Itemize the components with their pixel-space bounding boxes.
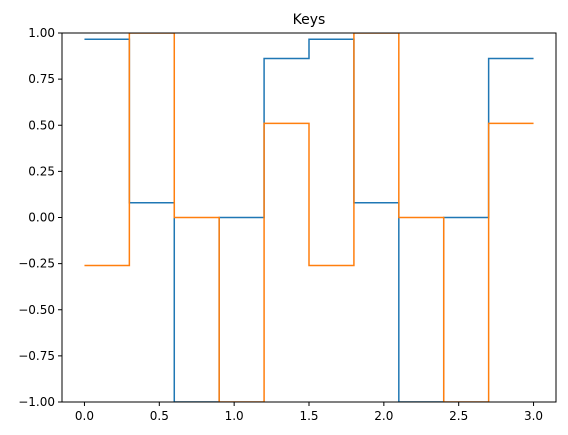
x-tick-label: 3.0 (524, 409, 543, 423)
y-tick-label: 0.50 (28, 118, 55, 132)
x-tick-label: 2.5 (449, 409, 468, 423)
y-tick-label: −0.75 (18, 349, 55, 363)
y-tick-label: 1.00 (28, 26, 55, 40)
y-tick-label: −0.50 (18, 303, 55, 317)
y-tick-label: −0.25 (18, 257, 55, 271)
x-axis: 0.0 0.5 1.0 1.5 2.0 2.5 3.0 (75, 402, 543, 423)
y-tick-label: −1.00 (18, 395, 55, 409)
x-tick-label: 0.0 (75, 409, 94, 423)
plot-area (84, 33, 534, 402)
x-tick-label: 2.0 (374, 409, 393, 423)
x-tick-label: 1.0 (225, 409, 244, 423)
y-axis: −1.00 −0.75 −0.50 −0.25 0.00 0.25 0.50 0.75 1.00 (18, 26, 62, 409)
y-tick-label: 0.25 (28, 164, 55, 178)
y-tick-label: 0.75 (28, 72, 55, 86)
series-line-2 (84, 33, 534, 402)
x-tick-label: 1.5 (299, 409, 318, 423)
y-tick-label: 0.00 (28, 211, 55, 225)
chart-title: Keys (293, 12, 326, 28)
x-tick-label: 0.5 (150, 409, 169, 423)
